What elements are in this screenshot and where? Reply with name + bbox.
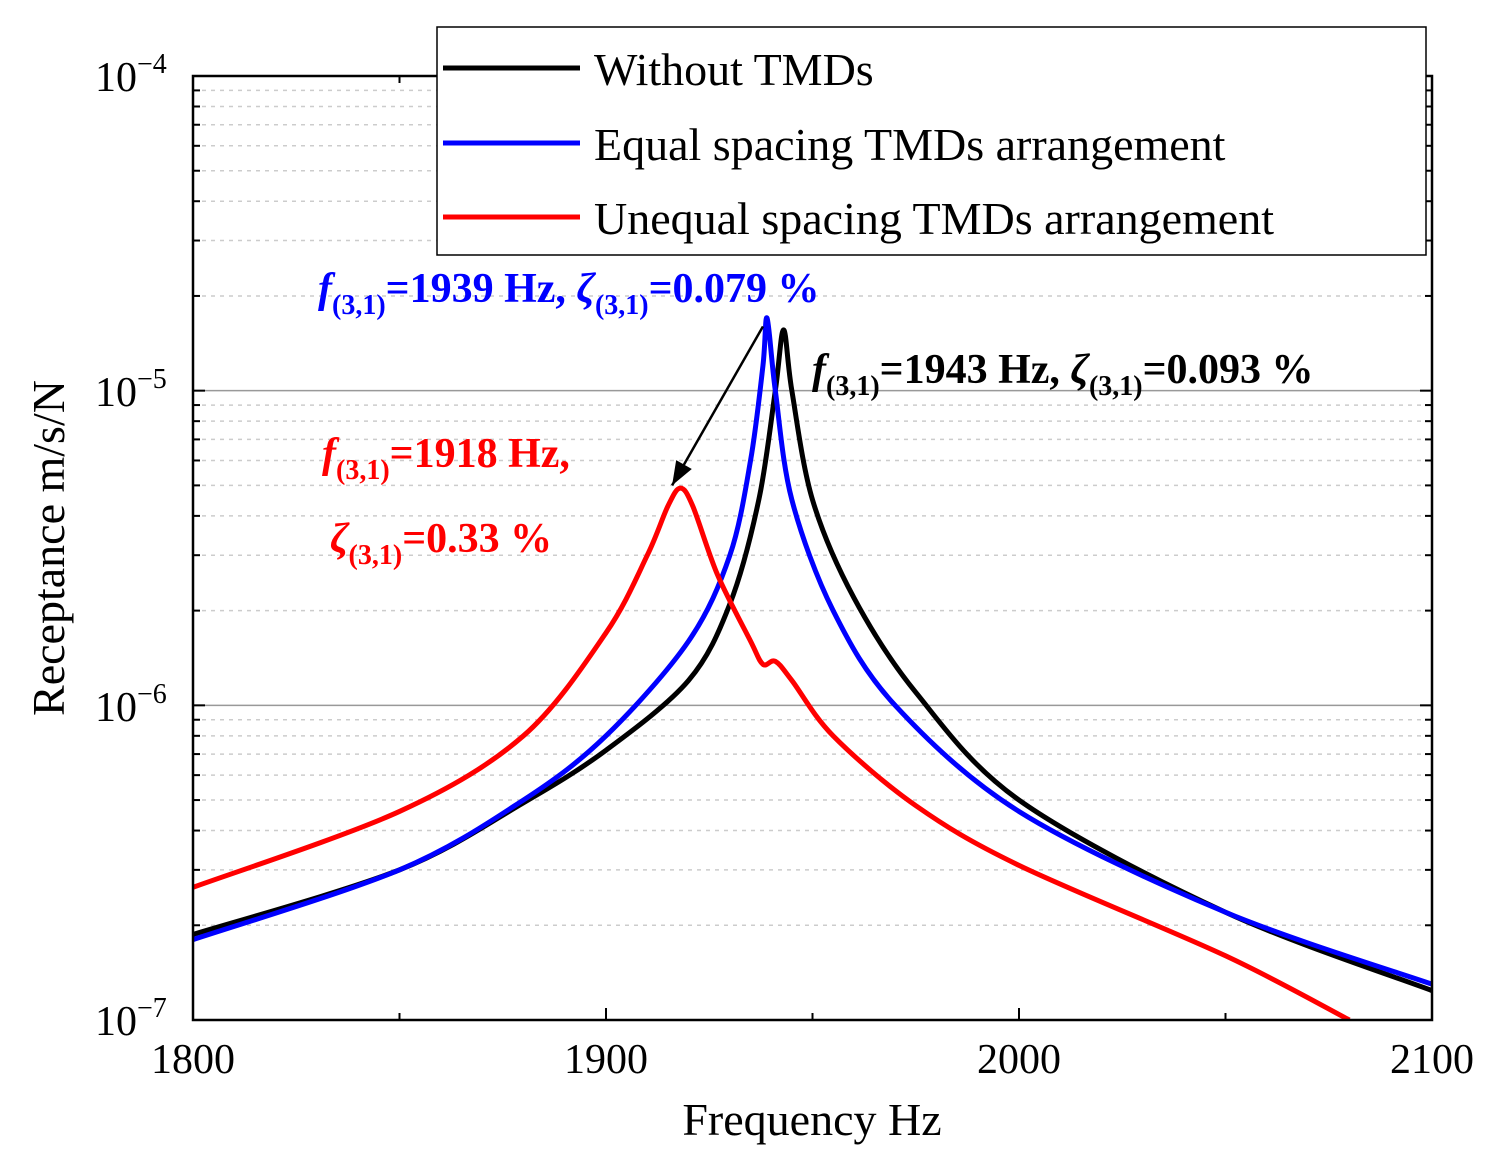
y-axis-label: Receptance m/s/N xyxy=(23,380,74,716)
y-tick-label: 10−5 xyxy=(95,364,167,416)
x-tick-label: 2000 xyxy=(977,1037,1061,1083)
y-tick-label: 10−4 xyxy=(95,49,167,101)
annotation-red: f(3,1)=1918 Hz, ζ(3,1)=0.33 % xyxy=(322,431,570,571)
series-line-0 xyxy=(193,327,1432,993)
series-line-2 xyxy=(193,485,1351,1020)
x-tick-label: 1800 xyxy=(151,1037,235,1083)
annotation-arrow xyxy=(670,325,765,487)
x-tick-label: 1900 xyxy=(564,1037,648,1083)
annotation-black: f(3,1)=1943 Hz, ζ(3,1)=0.093 % xyxy=(812,347,1314,402)
x-axis-label: Frequency Hz xyxy=(682,1094,941,1145)
legend-item: Unequal spacing TMDs arrangement xyxy=(443,193,1274,244)
svg-text:ζ(3,1)=0.33 %: ζ(3,1)=0.33 % xyxy=(330,516,552,571)
svg-text:f(3,1)=1943 Hz, ζ(3,1)=0.093 %: f(3,1)=1943 Hz, ζ(3,1)=0.093 % xyxy=(812,347,1314,402)
svg-text:Unequal spacing TMDs arrangeme: Unequal spacing TMDs arrangement xyxy=(594,193,1274,244)
svg-text:Without TMDs: Without TMDs xyxy=(594,44,874,95)
legend-item: Without TMDs xyxy=(443,44,874,95)
y-tick-label: 10−7 xyxy=(95,993,167,1045)
legend-item: Equal spacing TMDs arrangement xyxy=(443,119,1226,170)
series-line-1 xyxy=(193,315,1432,987)
series-lines xyxy=(193,315,1432,1020)
arrow-line xyxy=(670,325,765,487)
arrow-head xyxy=(672,460,692,486)
x-tick-label: 2100 xyxy=(1390,1037,1474,1083)
svg-text:Equal spacing TMDs arrangement: Equal spacing TMDs arrangement xyxy=(594,119,1226,170)
y-tick-label: 10−6 xyxy=(95,679,167,731)
svg-text:f(3,1)=1939 Hz, ζ(3,1)=0.079 %: f(3,1)=1939 Hz, ζ(3,1)=0.079 % xyxy=(318,266,820,321)
grid-lines xyxy=(193,89,1432,927)
svg-text:f(3,1)=1918 Hz,: f(3,1)=1918 Hz, xyxy=(322,431,570,486)
y-tick-labels: 10−4 10−5 10−6 10−7 xyxy=(95,49,167,1045)
x-tick-labels: 1800 1900 2000 2100 xyxy=(151,1037,1474,1083)
legend: Without TMDs Equal spacing TMDs arrangem… xyxy=(436,26,1427,256)
annotation-blue: f(3,1)=1939 Hz, ζ(3,1)=0.079 % xyxy=(318,266,820,321)
